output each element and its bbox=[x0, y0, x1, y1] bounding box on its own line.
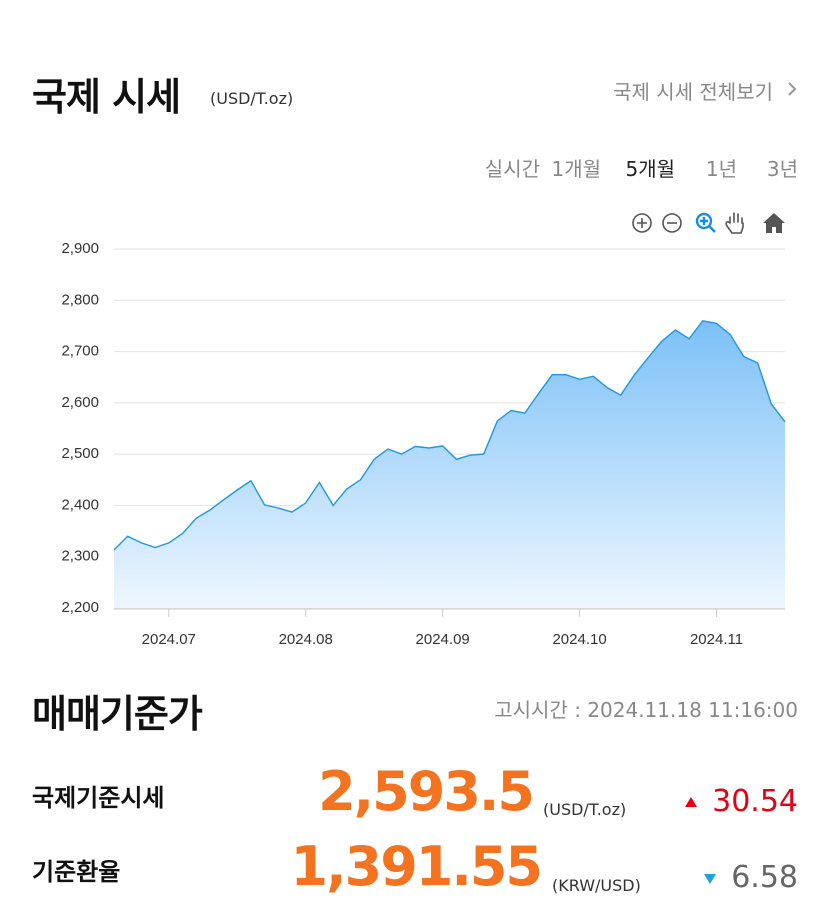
zoom-in[interactable] bbox=[632, 213, 652, 233]
period-tab[interactable]: 1년 bbox=[705, 157, 737, 181]
price-change: 6.58 bbox=[731, 860, 798, 895]
y-tick-label: 2,200 bbox=[61, 599, 99, 616]
x-tick-label: 2024.10 bbox=[552, 631, 606, 648]
period-tab[interactable]: 5개월 bbox=[625, 157, 675, 181]
notice-time: 고시시간 : 2024.11.18 11:16:00 bbox=[494, 698, 798, 722]
line bbox=[113, 320, 786, 551]
price-unit: (KRW/USD) bbox=[552, 876, 641, 895]
x-tick-label: 2024.11 bbox=[690, 631, 743, 648]
unit: (USD/T.oz) bbox=[210, 89, 294, 108]
reset[interactable] bbox=[763, 213, 785, 233]
x-tick-label: 2024.07 bbox=[142, 631, 196, 648]
price-unit: (USD/T.oz) bbox=[543, 800, 627, 819]
y-tick-label: 2,500 bbox=[61, 445, 99, 462]
period-tab[interactable]: 3년 bbox=[766, 157, 798, 181]
area bbox=[114, 320, 785, 608]
chevron bbox=[788, 82, 797, 96]
chart: 2,200 2,300 2,400 2,500 2,600 2,700 2,800 2,900… bbox=[61, 240, 786, 648]
up-arrow bbox=[685, 797, 697, 807]
price-change: 30.54 bbox=[712, 784, 798, 819]
y-tick-label: 2,600 bbox=[61, 394, 99, 411]
view-all-link[interactable]: 국제 시세 전체보기 bbox=[613, 80, 773, 104]
y-tick-label: 2,300 bbox=[61, 548, 99, 565]
y-tick-label: 2,400 bbox=[61, 496, 99, 513]
down-arrow bbox=[704, 874, 716, 884]
price-value: 2,593.5 bbox=[318, 760, 535, 823]
pan[interactable] bbox=[725, 212, 744, 234]
period-tab[interactable]: 실시간 bbox=[484, 157, 540, 181]
y-tick-label: 2,800 bbox=[61, 291, 99, 308]
price-value: 1,391.55 bbox=[290, 835, 543, 898]
chart-toolbar bbox=[632, 212, 785, 234]
x-tick-label: 2024.09 bbox=[416, 631, 470, 648]
period-tab[interactable]: 1개월 bbox=[551, 157, 601, 181]
y-tick-label: 2,700 bbox=[61, 343, 99, 360]
row-label: 국제기준시세 bbox=[32, 784, 165, 812]
section-title: 국제 시세 bbox=[32, 75, 181, 119]
zoom-out[interactable] bbox=[662, 213, 682, 233]
x-tick-label: 2024.08 bbox=[279, 631, 333, 648]
zoom-select[interactable] bbox=[695, 212, 716, 233]
row-label: 기준환율 bbox=[32, 858, 121, 886]
y-tick-label: 2,900 bbox=[61, 240, 99, 257]
section-title: 매매기준가 bbox=[32, 692, 203, 736]
